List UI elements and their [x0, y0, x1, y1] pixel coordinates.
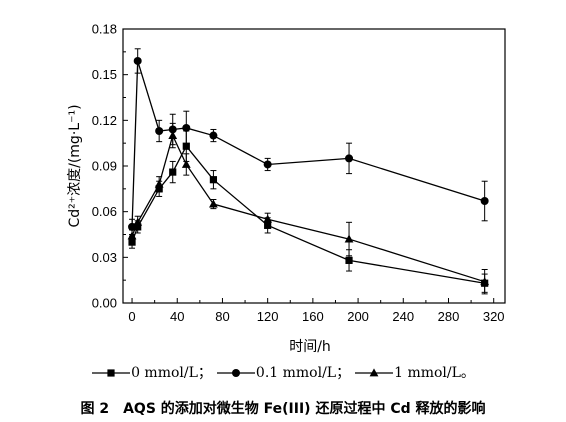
legend-label: 0.1 mmol/L； [255, 365, 351, 381]
x-tick-label: 80 [215, 309, 229, 324]
series-layer [127, 48, 490, 295]
y-tick-label: 0.06 [92, 204, 117, 219]
data-point [182, 123, 191, 132]
x-tick-label: 0 [128, 309, 135, 324]
data-point [345, 154, 354, 163]
data-point [168, 130, 178, 139]
data-point [345, 256, 353, 264]
legend-entry: 0.1 mmol/L； [216, 362, 350, 382]
x-tick-labels: 0 40 80 120 160 200 240 280 320 [128, 309, 504, 324]
data-point [480, 197, 489, 206]
data-point [182, 142, 190, 150]
series-triangle [127, 122, 490, 295]
data-point [209, 176, 218, 184]
x-tick-label: 320 [483, 309, 505, 324]
plot-area-border [122, 28, 506, 304]
y-tick-labels: 0.00 0.03 0.06 0.09 0.12 0.15 0.18 [92, 22, 117, 311]
legend-marker [231, 369, 240, 377]
y-tick-label: 0.15 [92, 67, 117, 82]
legend-symbol [92, 369, 131, 377]
data-point [480, 277, 490, 286]
series-circle [128, 48, 489, 235]
series-line [131, 133, 485, 283]
legend-symbol [355, 368, 394, 377]
legend-marker [369, 368, 379, 377]
data-point [181, 159, 191, 168]
data-point [155, 126, 164, 135]
y-axis-title: Cd²⁺浓度/(mg·L⁻¹) [67, 104, 83, 227]
data-point [263, 160, 272, 169]
y-tick-label: 0.18 [92, 22, 117, 37]
y-tick-label: 0.12 [92, 113, 117, 128]
tick-marks [123, 28, 495, 304]
x-tick-label: 40 [170, 309, 184, 324]
data-point [209, 131, 218, 140]
data-point [127, 231, 137, 240]
plot-frame [122, 28, 506, 304]
x-tick-label: 160 [302, 309, 324, 324]
data-point [133, 217, 143, 226]
data-point [263, 214, 273, 223]
y-tick-label: 0.09 [92, 159, 117, 174]
x-tick-label: 120 [257, 309, 279, 324]
legend-symbol [216, 369, 255, 377]
x-tick-label: 200 [347, 309, 369, 324]
chart: 0 40 80 120 160 200 240 280 320 0.00 0.03 0.06 0.09… [67, 22, 506, 355]
legend-entry: 1 mmol/L。 [354, 362, 475, 382]
figure-caption: 图 2 AQS 的添加对微生物 Fe(III) 还原过程中 Cd 释放的影响 [80, 401, 486, 417]
y-tick-label: 0.00 [92, 296, 117, 311]
x-tick-label: 240 [392, 309, 414, 324]
legend-label: 1 mmol/L。 [394, 365, 475, 381]
data-point [154, 179, 164, 188]
y-tick-label: 0.03 [92, 250, 117, 265]
data-point [133, 56, 142, 65]
x-tick-label: 280 [438, 309, 460, 324]
legend-entry: 0 mmol/L； [91, 362, 212, 382]
data-point [169, 168, 177, 176]
x-axis-title: 时间/h [289, 339, 331, 355]
legend: 0 mmol/L； 0.1 mmol/L； 1 mmol/L。 [0, 362, 566, 382]
legend-label: 0 mmol/L； [131, 365, 212, 381]
data-point [209, 199, 218, 208]
legend-marker [107, 369, 115, 377]
data-point [344, 234, 354, 243]
